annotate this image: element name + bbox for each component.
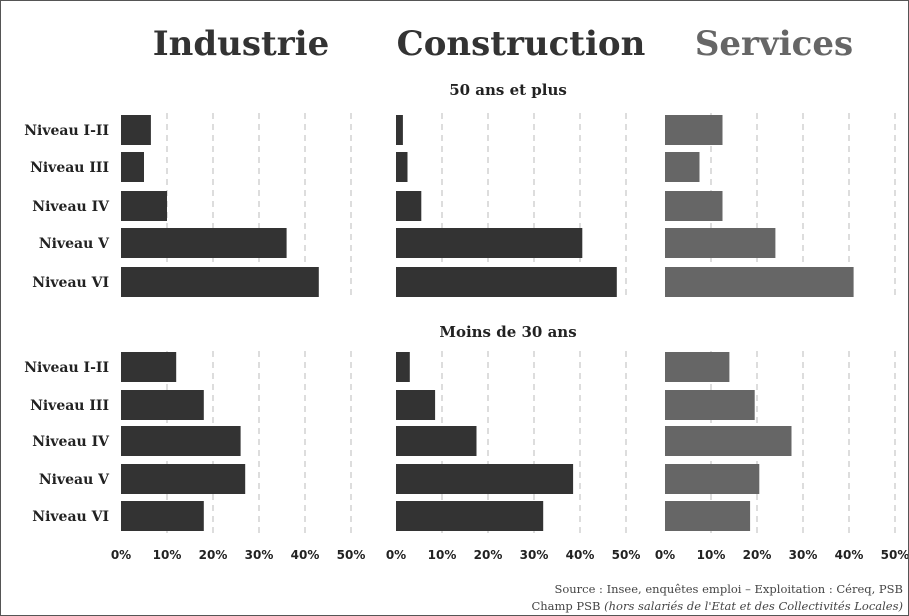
bar-industrie-50-ans-et-plus-niveau-iii — [121, 152, 144, 182]
bar-industrie-moins-de-30-ans-niveau-v — [121, 464, 246, 494]
bar-services-moins-de-30-ans-niveau-iii — [665, 390, 755, 420]
source-line-2-italic: (hors salariés de l'Etat et des Collecti… — [604, 599, 903, 613]
bar-construction-50-ans-et-plus-niveau-vi — [396, 267, 617, 297]
tick-label-services-40: 40% — [835, 548, 864, 562]
bar-industrie-50-ans-et-plus-niveau-v — [121, 228, 287, 258]
bar-services-moins-de-30-ans-niveau-v — [665, 464, 760, 494]
tick-label-services-30: 30% — [789, 548, 818, 562]
tick-label-construction-0: 0% — [386, 548, 406, 562]
category-label-niveau-iv-moins-de-30-ans: Niveau IV — [32, 434, 110, 450]
bar-construction-moins-de-30-ans-niveau-i-ii — [396, 352, 410, 382]
tick-label-industrie-50: 50% — [337, 548, 366, 562]
panel-title-services: Services — [695, 24, 853, 64]
category-label-niveau-i-ii-50-ans-et-plus: Niveau I-II — [24, 123, 109, 139]
tick-label-industrie-20: 20% — [199, 548, 228, 562]
bar-construction-moins-de-30-ans-niveau-vi — [396, 501, 544, 531]
tick-label-services-0: 0% — [655, 548, 675, 562]
bar-services-50-ans-et-plus-niveau-iv — [665, 191, 723, 221]
panel-title-construction: Construction — [397, 24, 646, 64]
bar-services-moins-de-30-ans-niveau-i-ii — [665, 352, 730, 382]
tick-label-services-50: 50% — [881, 548, 908, 562]
bar-industrie-moins-de-30-ans-niveau-iii — [121, 390, 204, 420]
tick-label-construction-10: 10% — [428, 548, 457, 562]
bar-construction-50-ans-et-plus-niveau-iv — [396, 191, 422, 221]
bar-services-moins-de-30-ans-niveau-vi — [665, 501, 751, 531]
bar-construction-moins-de-30-ans-niveau-iii — [396, 390, 436, 420]
bar-services-50-ans-et-plus-niveau-vi — [665, 267, 854, 297]
bar-industrie-50-ans-et-plus-niveau-iv — [121, 191, 167, 221]
bar-construction-50-ans-et-plus-niveau-i-ii — [396, 115, 403, 145]
source-line-1: Source : Insee, enquêtes emploi – Exploi… — [554, 582, 903, 596]
tick-label-services-20: 20% — [743, 548, 772, 562]
bar-construction-moins-de-30-ans-niveau-iv — [396, 426, 477, 456]
tick-label-construction-40: 40% — [566, 548, 595, 562]
bar-industrie-50-ans-et-plus-niveau-vi — [121, 267, 319, 297]
source-line-2: Champ PSB (hors salariés de l'Etat et de… — [531, 599, 903, 613]
tick-label-industrie-10: 10% — [153, 548, 182, 562]
category-label-niveau-i-ii-moins-de-30-ans: Niveau I-II — [24, 360, 109, 376]
tick-label-construction-20: 20% — [474, 548, 503, 562]
tick-label-industrie-30: 30% — [245, 548, 274, 562]
bar-construction-50-ans-et-plus-niveau-iii — [396, 152, 408, 182]
bar-construction-moins-de-30-ans-niveau-v — [396, 464, 574, 494]
bar-construction-50-ans-et-plus-niveau-v — [396, 228, 583, 258]
tick-label-construction-30: 30% — [520, 548, 549, 562]
bar-industrie-moins-de-30-ans-niveau-iv — [121, 426, 241, 456]
tick-label-industrie-40: 40% — [291, 548, 320, 562]
bar-industrie-moins-de-30-ans-niveau-vi — [121, 501, 204, 531]
bar-industrie-moins-de-30-ans-niveau-i-ii — [121, 352, 177, 382]
category-label-niveau-iv-50-ans-et-plus: Niveau IV — [32, 199, 110, 215]
bar-services-moins-de-30-ans-niveau-iv — [665, 426, 792, 456]
bar-services-50-ans-et-plus-niveau-v — [665, 228, 776, 258]
group-title-50-ans-et-plus: 50 ans et plus — [449, 81, 567, 99]
tick-label-construction-50: 50% — [612, 548, 641, 562]
source-line-2-prefix: Champ PSB — [531, 599, 604, 613]
tick-label-industrie-0: 0% — [111, 548, 131, 562]
panel-title-industrie: Industrie — [153, 24, 329, 64]
category-label-niveau-v-moins-de-30-ans: Niveau V — [39, 472, 110, 488]
category-label-niveau-iii-50-ans-et-plus: Niveau III — [30, 160, 109, 176]
category-label-niveau-iii-moins-de-30-ans: Niveau III — [30, 398, 109, 414]
category-label-niveau-vi-50-ans-et-plus: Niveau VI — [32, 275, 109, 291]
category-label-niveau-v-50-ans-et-plus: Niveau V — [39, 236, 110, 252]
tick-label-services-10: 10% — [697, 548, 726, 562]
group-title-moins-de-30-ans: Moins de 30 ans — [439, 323, 576, 341]
bar-services-50-ans-et-plus-niveau-i-ii — [665, 115, 723, 145]
bar-services-50-ans-et-plus-niveau-iii — [665, 152, 700, 182]
bar-industrie-50-ans-et-plus-niveau-i-ii — [121, 115, 151, 145]
category-label-niveau-vi-moins-de-30-ans: Niveau VI — [32, 509, 109, 525]
